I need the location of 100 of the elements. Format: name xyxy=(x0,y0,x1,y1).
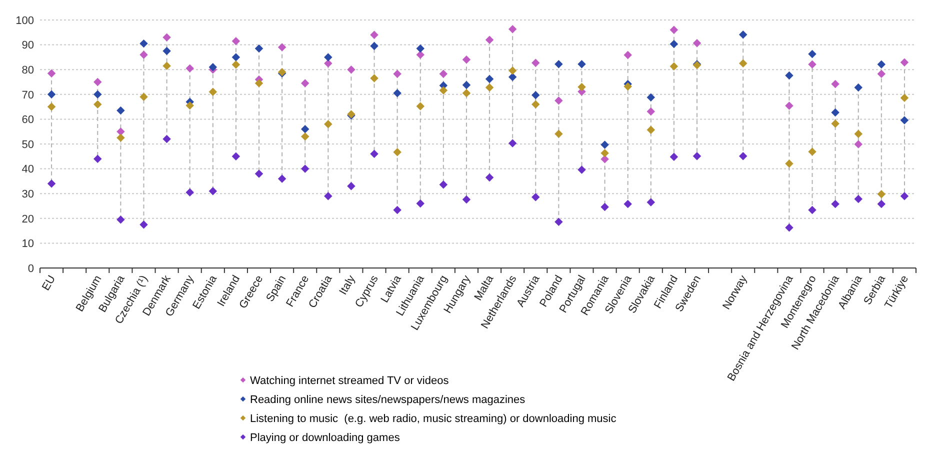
point xyxy=(738,152,748,160)
point xyxy=(116,134,125,142)
point xyxy=(600,202,609,212)
point xyxy=(600,149,609,158)
point xyxy=(140,220,148,229)
point xyxy=(670,62,678,70)
point xyxy=(532,192,540,202)
point xyxy=(278,43,286,52)
point xyxy=(600,140,609,149)
point xyxy=(485,74,494,84)
point xyxy=(300,164,310,173)
point xyxy=(94,78,102,86)
point xyxy=(254,79,264,88)
point xyxy=(393,206,402,214)
point xyxy=(877,190,886,198)
point xyxy=(900,116,909,124)
point xyxy=(670,26,678,34)
y-tick-label: 60 xyxy=(22,114,34,126)
point xyxy=(162,33,171,42)
point xyxy=(186,188,194,196)
point xyxy=(186,64,194,72)
point xyxy=(232,60,240,69)
point xyxy=(785,102,794,110)
point xyxy=(554,96,563,105)
point xyxy=(508,72,517,82)
y-tick-label: 30 xyxy=(22,188,34,200)
y-tick-label: 50 xyxy=(22,138,34,151)
point xyxy=(554,60,563,68)
point xyxy=(462,195,471,204)
point xyxy=(854,140,862,148)
point xyxy=(254,44,264,53)
y-tick-label: 20 xyxy=(22,213,34,226)
point xyxy=(900,94,909,102)
point xyxy=(300,132,310,141)
point xyxy=(692,152,702,160)
point xyxy=(485,83,494,92)
point xyxy=(785,159,794,168)
point xyxy=(831,200,840,208)
y-tick-label: 80 xyxy=(22,64,34,76)
point xyxy=(116,216,125,224)
point xyxy=(208,187,218,196)
y-tick-label: 90 xyxy=(22,40,34,52)
point xyxy=(624,200,632,208)
point xyxy=(738,30,748,39)
point xyxy=(186,101,194,110)
point xyxy=(47,180,56,188)
point xyxy=(600,155,609,164)
point xyxy=(416,102,424,110)
point xyxy=(624,82,632,91)
point xyxy=(94,90,102,99)
point xyxy=(854,130,862,138)
point xyxy=(831,108,840,117)
point xyxy=(140,50,148,59)
point xyxy=(116,106,125,115)
point xyxy=(485,36,494,44)
legend-label: Listening to music (e.g. web radio, music streaming) or downloading music xyxy=(250,412,617,425)
point xyxy=(462,56,471,64)
point xyxy=(808,148,816,156)
point xyxy=(877,60,886,69)
point xyxy=(232,152,240,161)
point xyxy=(554,218,563,226)
y-tick-label: 0 xyxy=(28,262,34,275)
point xyxy=(692,38,702,48)
legend-label: Playing or downloading games xyxy=(250,432,400,444)
point xyxy=(462,89,471,98)
point xyxy=(670,40,678,48)
point xyxy=(532,58,540,68)
point xyxy=(877,70,886,78)
point xyxy=(47,69,56,78)
point xyxy=(208,63,218,72)
point xyxy=(300,125,310,134)
point xyxy=(462,80,471,90)
x-tick-label: EU xyxy=(40,273,58,293)
point xyxy=(532,100,540,108)
point xyxy=(116,127,125,136)
point xyxy=(140,39,148,48)
point xyxy=(232,53,240,62)
point xyxy=(254,170,264,178)
point xyxy=(300,79,310,88)
point xyxy=(347,65,356,74)
point xyxy=(324,59,332,68)
point xyxy=(439,70,448,78)
point xyxy=(785,71,794,80)
point xyxy=(508,66,517,75)
point xyxy=(140,92,148,102)
point xyxy=(416,199,424,208)
point xyxy=(370,74,378,82)
point xyxy=(393,89,402,98)
point xyxy=(854,83,862,92)
y-tick-label: 10 xyxy=(22,238,34,250)
point xyxy=(485,173,494,182)
point xyxy=(831,120,840,128)
point xyxy=(646,107,656,116)
point xyxy=(370,30,378,40)
point xyxy=(439,86,448,95)
point xyxy=(162,134,171,144)
point xyxy=(508,25,517,34)
point xyxy=(854,194,862,204)
point xyxy=(808,60,816,69)
point xyxy=(624,50,632,60)
